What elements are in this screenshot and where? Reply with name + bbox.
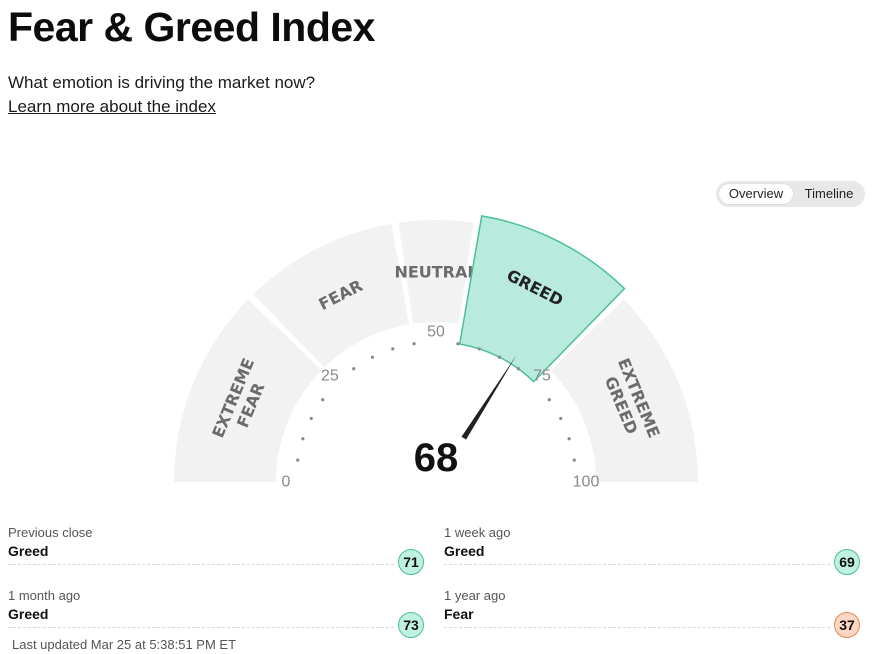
stat-previous-close: Previous close Greed 71 (8, 525, 424, 579)
stat-divider (8, 564, 394, 565)
gauge-tick-dot (296, 458, 300, 462)
gauge-segment-extreme-greed (550, 299, 698, 482)
gauge-label-neutral: NEUTRAL (394, 263, 477, 282)
gauge-tick-dot (497, 355, 502, 359)
stat-rating: Greed (8, 543, 49, 559)
gauge-tick-dot (477, 347, 481, 351)
stat-divider (444, 564, 830, 565)
gauge-tick-dot (352, 367, 356, 371)
gauge-tick-dot (412, 342, 416, 346)
gauge-value: 68 (414, 436, 459, 480)
gauge-scale-label: 25 (321, 367, 339, 384)
gauge-segment-fear (253, 223, 409, 368)
overview-tab[interactable]: Overview (719, 184, 793, 204)
gauge-scale-label: 75 (533, 367, 551, 384)
page-title: Fear & Greed Index (8, 4, 375, 50)
gauge-scale-label: 50 (427, 324, 445, 341)
stat-divider (8, 627, 394, 628)
stat-rating: Greed (8, 606, 49, 622)
gauge-segment-extreme-fear (174, 299, 322, 482)
stat-divider (444, 627, 830, 628)
stat-1-year-ago: 1 year ago Fear 37 (444, 588, 860, 642)
gauge-tick-dot (391, 347, 395, 351)
gauge-tick-dot (547, 398, 551, 402)
timeline-tab[interactable]: Timeline (804, 186, 854, 201)
gauge-tick-dot (456, 342, 460, 346)
stat-1-week-ago: 1 week ago Greed 69 (444, 525, 860, 579)
gauge-tick-dot (309, 416, 313, 421)
stat-rating: Fear (444, 606, 474, 622)
stat-label: 1 week ago (444, 525, 511, 540)
gauge-tick-dot (559, 416, 563, 421)
view-toggle: Overview Timeline (716, 181, 865, 207)
gauge-tick-dot (572, 458, 576, 462)
gauge-tick-dot (301, 437, 305, 441)
stat-badge: 71 (398, 549, 424, 575)
stat-label: 1 month ago (8, 588, 81, 603)
stat-badge: 37 (834, 612, 860, 638)
last-updated: Last updated Mar 25 at 5:38:51 PM ET (12, 637, 237, 652)
gauge-hub (384, 430, 488, 500)
gauge-tick-dot (321, 398, 325, 402)
stat-badge: 69 (834, 549, 860, 575)
stat-label: 1 year ago (444, 588, 506, 603)
gauge-tick-dot (567, 437, 571, 441)
gauge-scale-label: 0 (282, 474, 291, 491)
stat-badge: 73 (398, 612, 424, 638)
stat-1-month-ago: 1 month ago Greed 73 (8, 588, 424, 642)
gauge-tick-dot (370, 355, 375, 359)
gauge-tick-dot (516, 367, 520, 371)
stat-label: Previous close (8, 525, 93, 540)
stat-rating: Greed (444, 543, 485, 559)
gauge-scale-label: 100 (573, 474, 600, 491)
gauge-segment-greed (458, 215, 626, 383)
learn-more-link[interactable]: Learn more about the index (8, 97, 216, 116)
page-subtitle: What emotion is driving the market now? (8, 73, 316, 92)
gauge-segment-neutral (398, 220, 474, 324)
